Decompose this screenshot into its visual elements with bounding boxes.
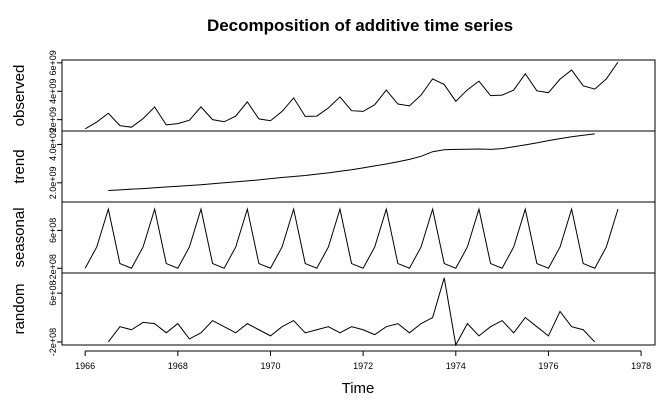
y-tick-label: -2e+08 <box>48 254 58 282</box>
x-tick-label: 1978 <box>631 361 651 371</box>
x-tick-label: 1976 <box>538 361 558 371</box>
y-tick-label: 6e+08 <box>48 280 58 305</box>
x-tick-label: 1966 <box>75 361 95 371</box>
panel-label: random <box>11 284 28 335</box>
panel-label: seasonal <box>11 207 28 267</box>
y-tick-label: 2e+09 <box>48 107 58 132</box>
x-axis-label: Time <box>342 380 375 397</box>
x-tick-label: 1972 <box>353 361 373 371</box>
series-line <box>107 277 596 347</box>
series-line <box>84 207 619 269</box>
y-tick-label: 4.0e+09 <box>48 128 58 161</box>
y-tick-label: 6e+09 <box>48 50 58 75</box>
series-line <box>108 133 595 191</box>
x-tick-label: 1970 <box>260 361 280 371</box>
x-tick-label: 1968 <box>168 361 188 371</box>
y-tick-label: 4e+09 <box>48 79 58 104</box>
series-line <box>84 61 619 130</box>
panel-label: observed <box>11 65 28 127</box>
chart-title: Decomposition of additive time series <box>207 16 513 35</box>
y-tick-label: 6e+08 <box>48 218 58 243</box>
panel-label: trend <box>11 149 28 183</box>
y-tick-label: -2e+08 <box>48 328 58 356</box>
x-tick-label: 1974 <box>446 361 466 371</box>
y-tick-label: 2.0e+09 <box>48 166 58 199</box>
panel-frame <box>61 272 656 346</box>
